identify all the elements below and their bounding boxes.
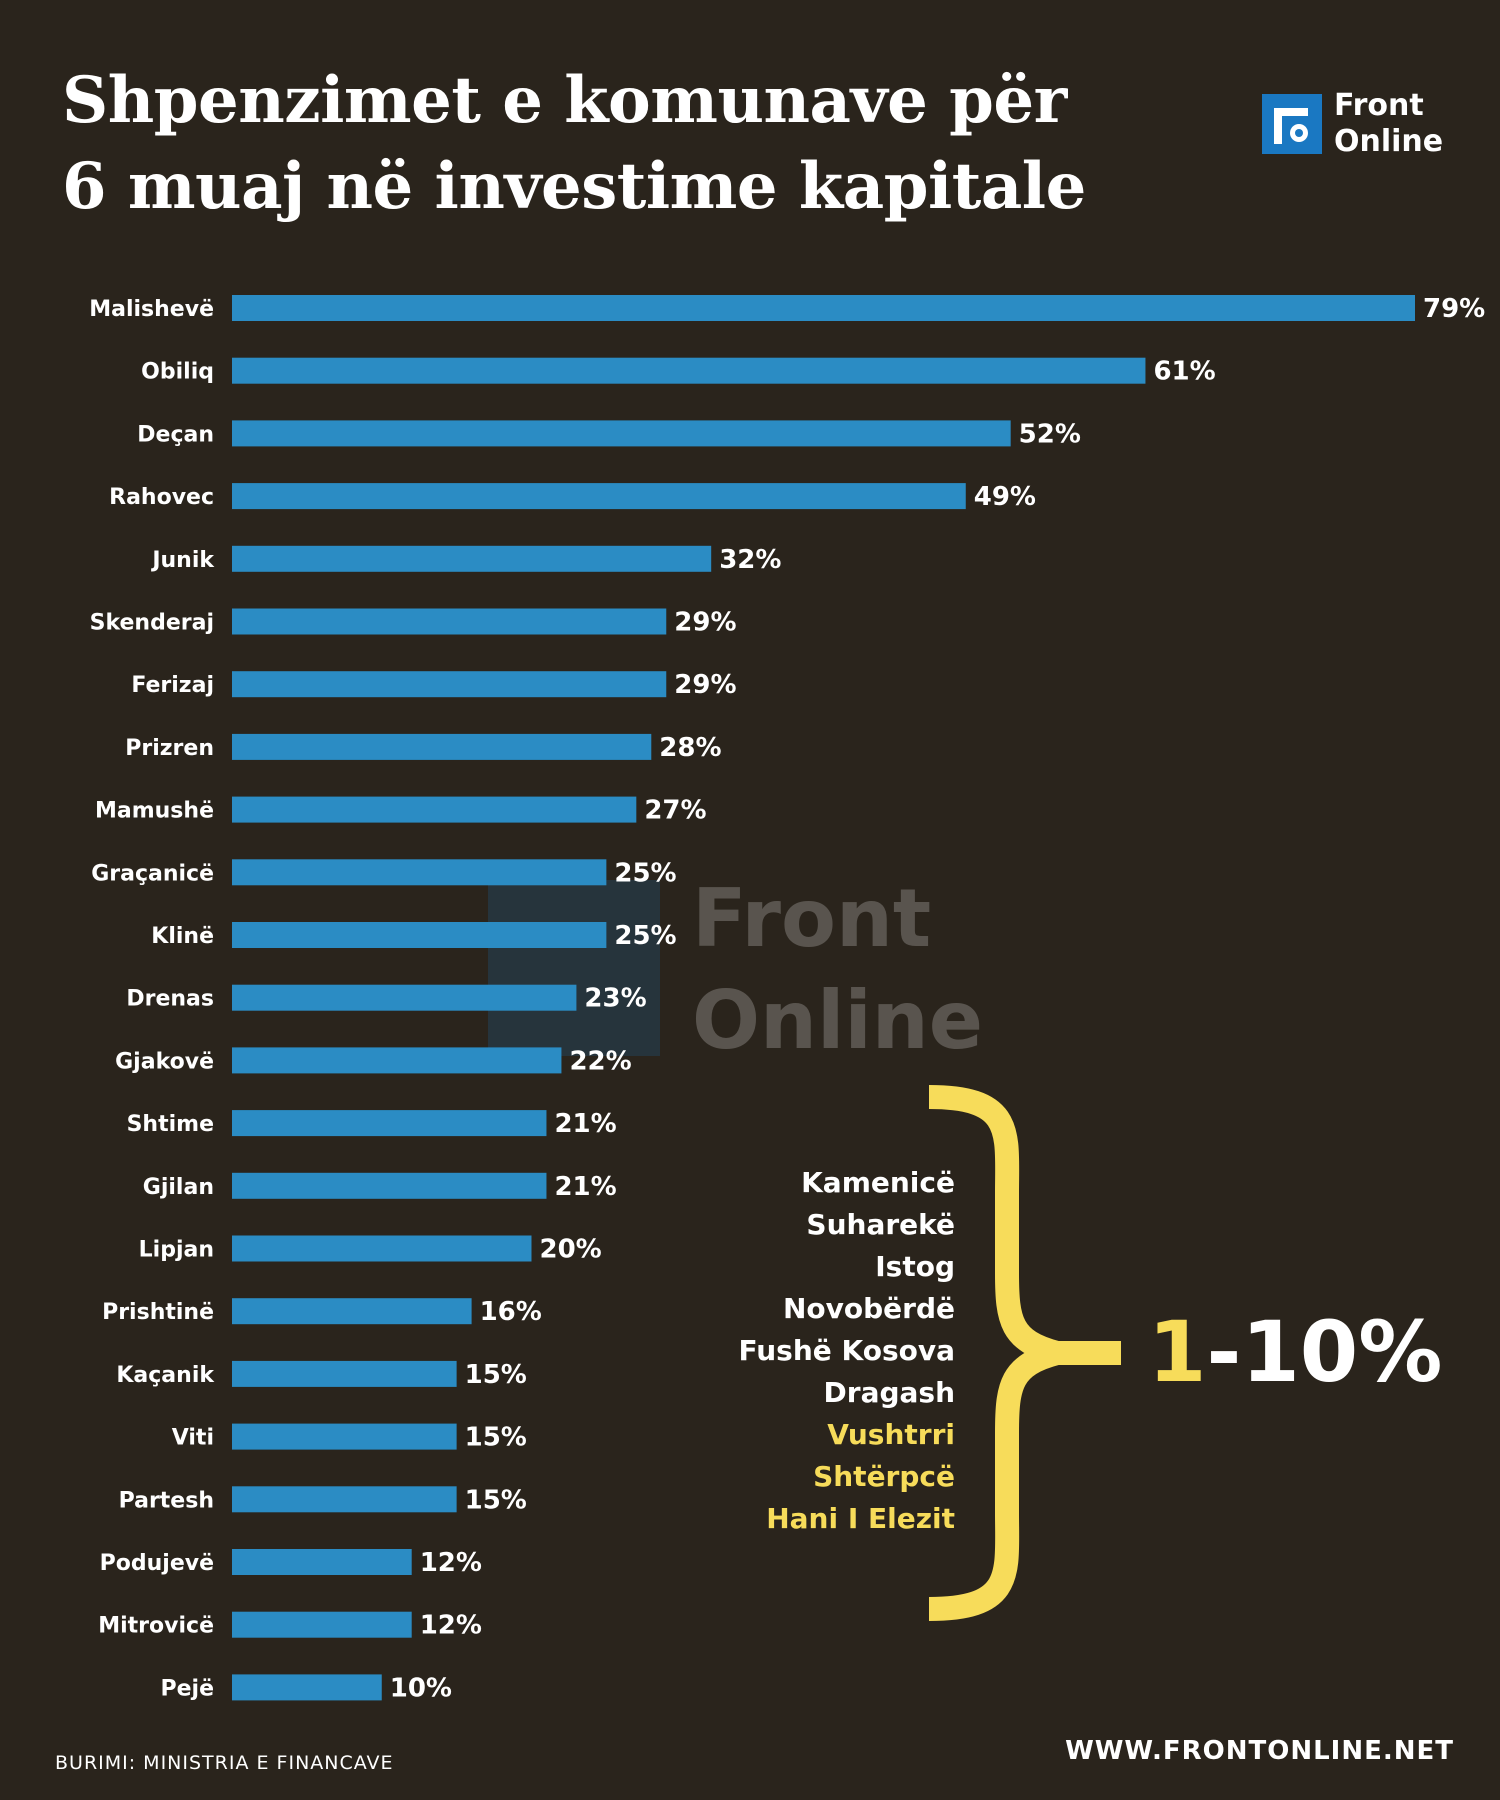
- category-label: Kaçanik: [116, 1363, 215, 1388]
- logo-mark-icon: [1262, 94, 1322, 154]
- bar: [232, 295, 1415, 321]
- bar: [232, 733, 652, 760]
- category-label: Mitrovicë: [98, 1614, 214, 1639]
- value-label: 32%: [719, 545, 781, 575]
- category-label: Lipjan: [139, 1238, 214, 1263]
- range-low: 1: [1148, 1303, 1207, 1401]
- watermark-line-2: Online: [692, 974, 984, 1067]
- value-label: 27%: [644, 796, 706, 826]
- category-label: Prishtinë: [102, 1300, 214, 1325]
- value-label: 25%: [614, 921, 676, 951]
- value-label: 15%: [465, 1423, 527, 1453]
- category-label: Gjakovë: [115, 1049, 214, 1074]
- value-label: 12%: [420, 1548, 482, 1578]
- value-label: 23%: [584, 984, 646, 1014]
- value-label: 21%: [554, 1109, 616, 1139]
- value-label: 52%: [1019, 419, 1081, 449]
- bar: [232, 796, 637, 823]
- bar: [232, 608, 667, 635]
- bar: [232, 483, 966, 510]
- category-label: Pejë: [160, 1676, 214, 1701]
- curly-brace-icon: [928, 1085, 1121, 1621]
- logo-line-1: Front: [1334, 88, 1424, 123]
- category-label: Klinë: [151, 924, 214, 949]
- category-label: Malishevë: [89, 297, 214, 322]
- municipality-item: Fushë Kosova: [738, 1334, 956, 1367]
- category-label: Junik: [150, 548, 215, 573]
- value-label: 15%: [465, 1360, 527, 1390]
- municipality-item: Vushtrri: [827, 1418, 955, 1451]
- value-label: 28%: [659, 733, 721, 763]
- municipality-item: Kamenicë: [801, 1166, 955, 1199]
- municipality-item: Hani I Elezit: [766, 1502, 955, 1535]
- value-label: 61%: [1153, 357, 1215, 387]
- bar: [232, 1611, 412, 1638]
- category-label: Obiliq: [141, 360, 214, 385]
- logo-text: Front Online: [1334, 88, 1443, 160]
- value-label: 12%: [420, 1611, 482, 1641]
- bar: [232, 1360, 457, 1387]
- bar: [232, 1423, 457, 1450]
- low-spending-municipalities-list: Kamenicë Suharekë Istog Novobërdë Fushë Koso…: [739, 1162, 956, 1540]
- value-label: 29%: [674, 670, 736, 700]
- bar: [232, 1298, 472, 1325]
- category-label: Deçan: [137, 422, 214, 447]
- value-label: 10%: [390, 1673, 452, 1703]
- bar: [232, 1047, 562, 1074]
- bar: [232, 1235, 532, 1262]
- category-label: Viti: [172, 1426, 214, 1451]
- bar: [232, 922, 607, 948]
- value-label: 21%: [554, 1172, 616, 1202]
- category-label: Graçanicë: [91, 861, 214, 886]
- bar: [232, 1674, 382, 1701]
- page-title: Shpenzimet e komunave për 6 muaj në inve…: [62, 58, 1086, 230]
- value-label: 22%: [569, 1046, 631, 1076]
- bar: [232, 1549, 412, 1575]
- bar: [232, 545, 712, 572]
- bar: [232, 1486, 457, 1513]
- value-label: 29%: [674, 608, 736, 638]
- watermark-text: Front Online: [692, 868, 983, 1072]
- value-label: 49%: [974, 482, 1036, 512]
- front-online-logo: Front Online: [1262, 88, 1443, 160]
- category-label: Skenderaj: [90, 611, 214, 636]
- bar: [232, 1172, 547, 1199]
- bar-chart: Malishevë 79% Obiliq 61% Deçan 52% Rahovec 49% J…: [89, 294, 1485, 1703]
- bar: [232, 859, 607, 886]
- bar: [232, 420, 1011, 447]
- watermark-logo-icon: [488, 880, 660, 1056]
- bar: [232, 984, 577, 1011]
- range-label: 1-10%: [1148, 1302, 1442, 1402]
- category-label: Prizren: [125, 736, 214, 761]
- category-label: Gjilan: [143, 1175, 214, 1200]
- value-label: 25%: [614, 858, 676, 888]
- logo-line-2: Online: [1334, 124, 1444, 159]
- category-label: Partesh: [119, 1488, 214, 1513]
- value-label: 16%: [480, 1297, 542, 1327]
- category-label: Rahovec: [109, 485, 214, 510]
- category-label: Ferizaj: [131, 673, 214, 698]
- value-label: 20%: [539, 1235, 601, 1265]
- municipality-item: Istog: [875, 1250, 955, 1283]
- bar: [232, 357, 1146, 384]
- value-label: 79%: [1423, 294, 1485, 324]
- municipality-item: Shtërpcë: [813, 1460, 955, 1493]
- category-label: Shtime: [127, 1112, 214, 1137]
- range-rest: -10%: [1206, 1303, 1443, 1401]
- municipality-item: Dragash: [823, 1376, 955, 1409]
- municipality-item: Novobërdë: [782, 1292, 955, 1325]
- title-line-1: Shpenzimet e komunave për: [62, 63, 1067, 138]
- source-note: BURIMI: MINISTRIA E FINANCAVE: [55, 1752, 394, 1774]
- municipality-item: Suharekë: [806, 1208, 955, 1241]
- category-label: Drenas: [126, 987, 214, 1012]
- title-line-2: 6 muaj në investime kapitale: [62, 149, 1086, 224]
- bar: [232, 671, 667, 698]
- website-link[interactable]: WWW.FRONTONLINE.NET: [1065, 1736, 1454, 1766]
- watermark-line-1: Front: [692, 872, 932, 965]
- value-label: 15%: [465, 1485, 527, 1515]
- category-label: Podujevë: [100, 1551, 214, 1576]
- category-label: Mamushë: [95, 799, 214, 824]
- bar: [232, 1110, 547, 1137]
